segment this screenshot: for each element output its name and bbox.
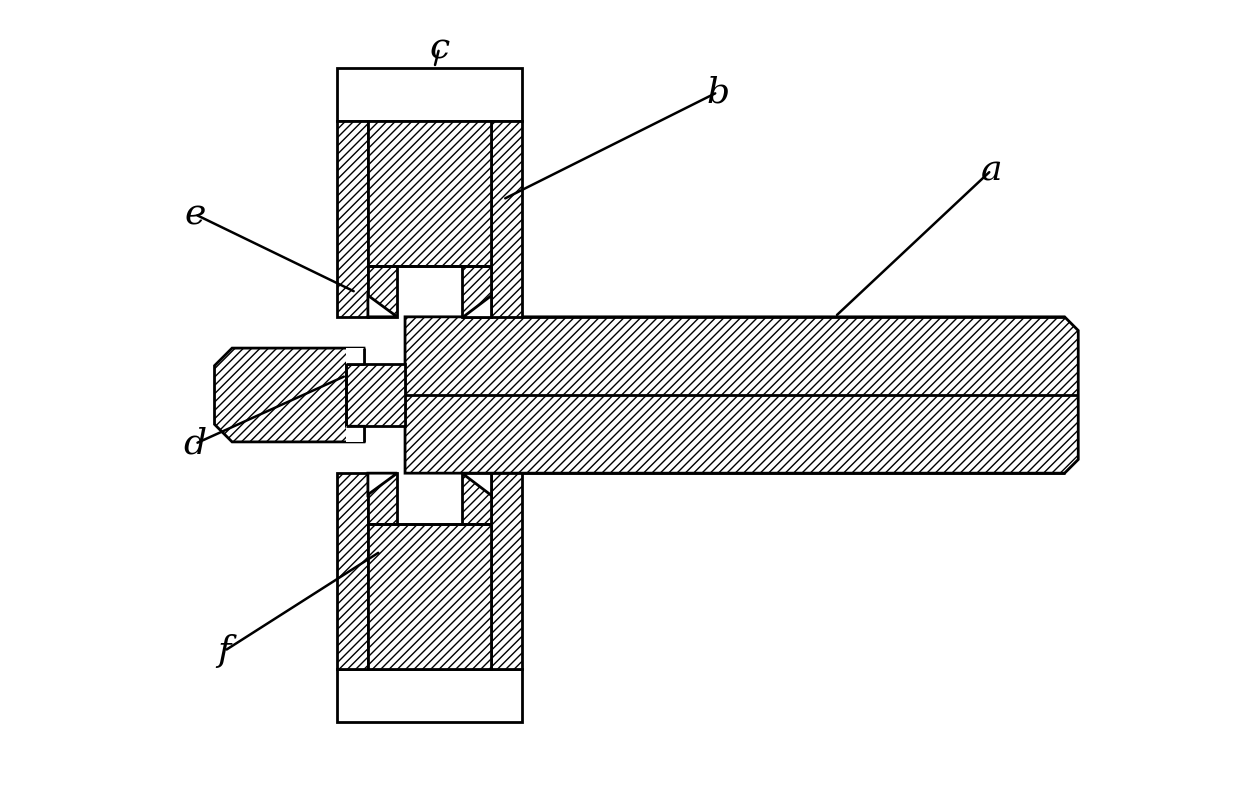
Text: d: d bbox=[184, 427, 207, 461]
Polygon shape bbox=[461, 295, 491, 317]
Polygon shape bbox=[461, 266, 491, 317]
Text: e: e bbox=[185, 198, 206, 231]
Polygon shape bbox=[461, 473, 491, 495]
Polygon shape bbox=[336, 68, 522, 122]
Polygon shape bbox=[336, 473, 368, 668]
Polygon shape bbox=[346, 427, 365, 442]
Polygon shape bbox=[405, 317, 1079, 473]
Polygon shape bbox=[336, 122, 368, 317]
Polygon shape bbox=[491, 473, 522, 668]
Text: b: b bbox=[706, 75, 729, 109]
Polygon shape bbox=[336, 668, 522, 722]
Polygon shape bbox=[346, 363, 405, 427]
Polygon shape bbox=[368, 266, 397, 317]
Polygon shape bbox=[368, 473, 397, 524]
Polygon shape bbox=[368, 524, 491, 668]
Polygon shape bbox=[215, 348, 365, 442]
Polygon shape bbox=[346, 348, 365, 363]
Text: a: a bbox=[981, 153, 1002, 187]
Polygon shape bbox=[461, 473, 491, 524]
Text: c: c bbox=[429, 31, 449, 65]
Polygon shape bbox=[368, 122, 491, 266]
Polygon shape bbox=[491, 122, 522, 317]
Polygon shape bbox=[368, 473, 397, 495]
Text: f: f bbox=[217, 634, 231, 668]
Polygon shape bbox=[368, 295, 397, 317]
